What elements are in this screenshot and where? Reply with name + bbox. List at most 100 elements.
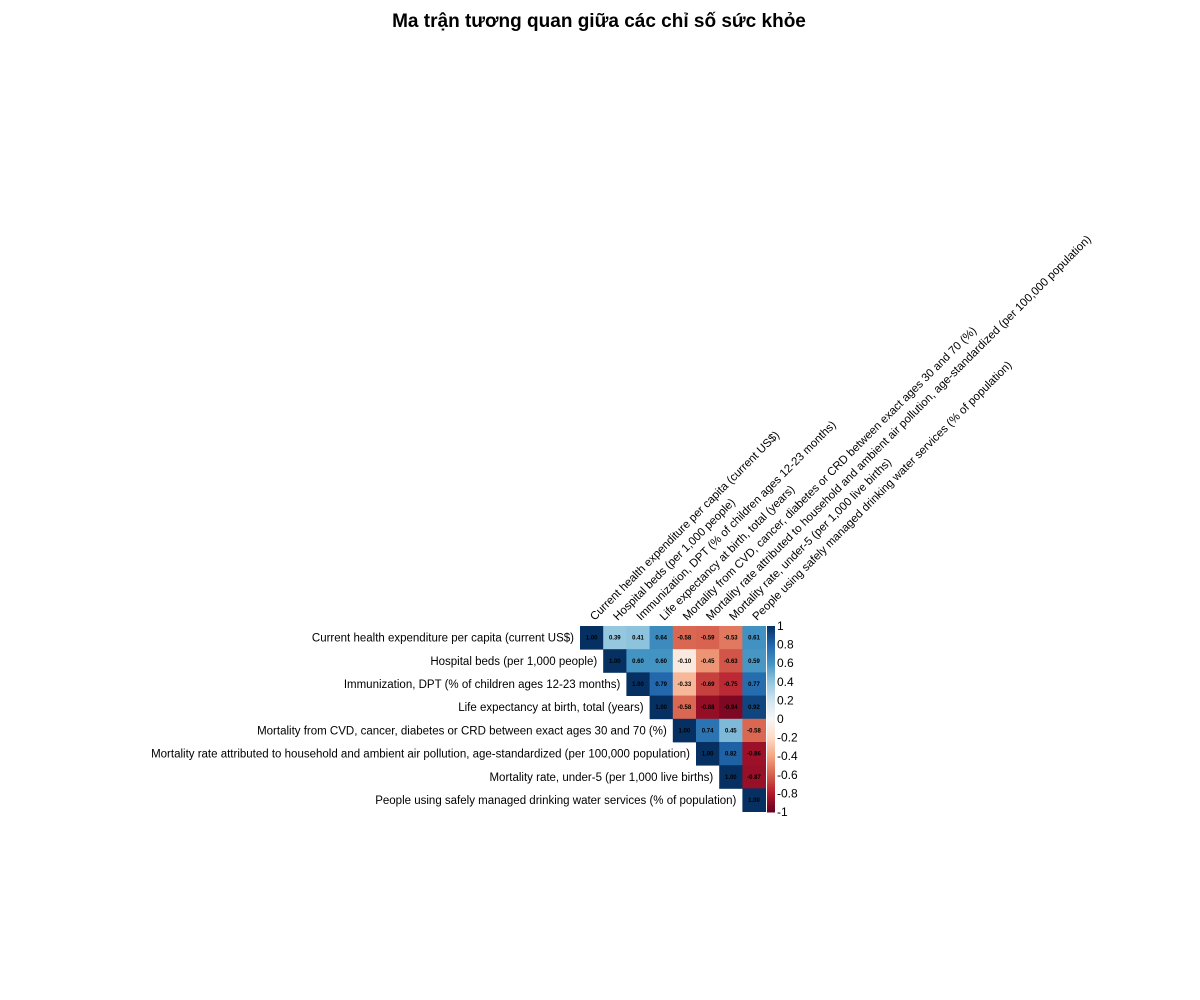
colorbar-segment: [767, 745, 775, 748]
colorbar-segment: [767, 663, 775, 666]
heatmap-cell: [742, 649, 766, 673]
colorbar-segment: [767, 709, 775, 713]
heatmap-cell: [580, 626, 604, 650]
colorbar-segment: [767, 787, 775, 791]
colorbar-segment: [767, 735, 775, 739]
colorbar-segment: [767, 763, 775, 766]
cell-value: -0.53: [724, 636, 738, 642]
heatmap-cell: [719, 742, 743, 766]
colorbar-segment: [767, 642, 775, 646]
heatmap-cell: [649, 695, 674, 720]
cell-value: 0.45: [725, 728, 737, 734]
cell-value: 1.00: [748, 798, 760, 804]
heatmap-cell: [626, 649, 650, 673]
colorbar-segment: [767, 798, 775, 802]
cell-value: -0.59: [701, 636, 715, 642]
colorbar-segment: [767, 743, 775, 746]
cell-value: 0.79: [655, 682, 667, 688]
heatmap-cell: [742, 672, 766, 696]
colorbar-segment: [767, 722, 775, 726]
colorbar-segment: [767, 726, 775, 729]
colorbar-segment: [767, 640, 775, 644]
row-label: Mortality rate, under-5 (per 1,000 live …: [489, 772, 713, 784]
colorbar-tick-label: 0.2: [777, 693, 794, 707]
colorbar-tick-label: 0: [777, 712, 784, 726]
colorbar-segment: [767, 650, 775, 653]
colorbar-segment: [767, 655, 775, 659]
colorbar-segment: [767, 633, 775, 636]
colorbar-tick-label: 1: [777, 619, 784, 633]
cell-value: -0.75: [724, 682, 738, 688]
colorbar-segment: [767, 668, 775, 672]
cell-value: 0.59: [748, 659, 760, 665]
colorbar-segment: [767, 631, 775, 634]
colorbar-segment: [767, 774, 775, 778]
column-labels: Current health expenditure per capita (c…: [588, 233, 1094, 623]
colorbar-tick-label: -0.8: [777, 786, 798, 800]
colorbar-segment: [767, 791, 775, 794]
colorbar-segment: [767, 754, 775, 757]
colorbar-segment: [767, 652, 775, 655]
colorbar: 1 0.8 0.6 0.4 0.2 0 -0.2 -0.4 -0.6 -0.8 -1: [767, 619, 798, 819]
colorbar-segment: [767, 800, 775, 804]
colorbar-segment: [767, 679, 775, 683]
heatmap-cell: [742, 765, 766, 789]
colorbar-segment: [767, 659, 775, 662]
colorbar-segment: [767, 804, 775, 807]
colorbar-segment: [767, 661, 775, 664]
colorbar-segment: [767, 639, 775, 642]
colorbar-segment: [767, 713, 775, 716]
heatmap-cell: [672, 626, 697, 650]
colorbar-tick-label: 0.4: [777, 675, 794, 689]
colorbar-segment: [767, 756, 775, 759]
colorbar-segment: [767, 724, 775, 727]
colorbar-segment: [767, 683, 775, 687]
cell-value: 0.41: [632, 636, 644, 642]
colorbar-segment: [767, 657, 775, 660]
heatmap-cell: [626, 672, 650, 696]
colorbar-segment: [767, 665, 775, 668]
cell-value: 1.00: [702, 752, 714, 758]
colorbar-segment: [767, 685, 775, 688]
colorbar-segment: [767, 707, 775, 711]
colorbar-segment: [767, 793, 775, 796]
heatmap-cell: [696, 718, 720, 743]
colorbar-tick-label: -0.2: [777, 731, 798, 745]
colorbar-segment: [767, 717, 775, 720]
row-label: Current health expenditure per capita (c…: [312, 633, 574, 645]
colorbar-segment: [767, 797, 775, 800]
column-label: Mortality rate attributed to household a…: [704, 233, 1094, 623]
colorbar-segment: [767, 696, 775, 700]
colorbar-segment: [767, 780, 775, 783]
colorbar-tick-label: -0.4: [777, 749, 798, 763]
heatmap-cell: [719, 672, 743, 696]
colorbar-segment: [767, 700, 775, 703]
column-label: Mortality rate, under-5 (per 1,000 live …: [727, 456, 894, 623]
heatmap-cell: [672, 695, 697, 720]
row-label: Life expectancy at birth, total (years): [458, 702, 644, 714]
cell-value-labels: 1.00 0.39 0.41 0.64 -0.58 -0.59 -0.53 0.61 1.00 0…: [586, 636, 762, 804]
colorbar-tick-label: 0.8: [777, 638, 794, 652]
row-label: Mortality from CVD, cancer, diabetes or …: [257, 725, 667, 737]
cell-value: -0.88: [701, 705, 715, 711]
colorbar-segment: [767, 629, 775, 633]
cell-value: 1.00: [725, 775, 737, 781]
cell-value: -0.69: [701, 682, 715, 688]
colorbar-tick-label: 0.6: [777, 656, 794, 670]
heatmap-cell: [603, 626, 627, 650]
heatmap-cell: [603, 649, 627, 673]
heatmap-cell: [626, 626, 650, 650]
cell-value: -0.10: [678, 659, 692, 665]
colorbar-segment: [767, 711, 775, 714]
heatmap-cell: [742, 788, 766, 812]
cell-value: 0.39: [609, 636, 621, 642]
cell-value: 0.77: [748, 682, 760, 688]
cell-value: 0.60: [632, 659, 644, 665]
colorbar-segment: [767, 681, 775, 685]
heatmap-cell: [719, 695, 743, 720]
cell-value: -0.87: [747, 775, 761, 781]
heatmap-cell: [742, 695, 766, 720]
cell-value: -0.63: [724, 659, 738, 665]
cell-value: 0.60: [655, 659, 667, 665]
